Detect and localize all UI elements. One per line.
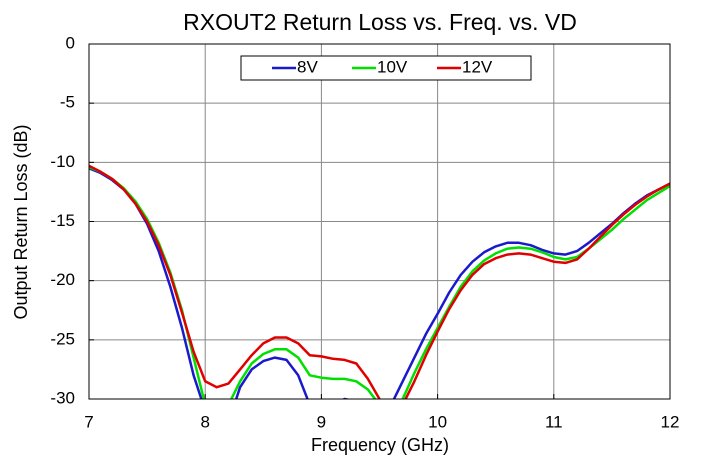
x-tick-label: 8 (200, 412, 209, 431)
y-tick-label: -20 (50, 270, 75, 289)
legend-label: 10V (377, 57, 408, 76)
x-tick-label: 9 (317, 412, 326, 431)
chart-title: RXOUT2 Return Loss vs. Freq. vs. VD (183, 9, 577, 35)
y-tick-label: 0 (66, 33, 75, 52)
x-tick-label: 12 (661, 412, 680, 431)
legend-label: 8V (297, 57, 318, 76)
legend-label: 12V (462, 57, 493, 76)
plot (89, 164, 670, 399)
x-axis-label: Frequency (GHz) (311, 435, 449, 455)
y-tick-label: -25 (50, 329, 75, 348)
x-tick-label: 11 (545, 412, 563, 431)
y-tick-label: -15 (50, 211, 75, 230)
series-line (89, 167, 670, 399)
x-tick-label: 10 (428, 412, 447, 431)
y-tick-label: -10 (50, 152, 75, 171)
y-tick-label: -30 (50, 388, 75, 407)
grid (88, 43, 671, 400)
x-tick-label: 7 (84, 412, 93, 431)
y-tick-label: -5 (60, 93, 75, 112)
plot-frame (88, 43, 671, 400)
series-line (89, 164, 670, 399)
y-axis-label: Output Return Loss (dB) (11, 124, 31, 319)
legend-items: 8V 10V 12V (272, 57, 493, 76)
